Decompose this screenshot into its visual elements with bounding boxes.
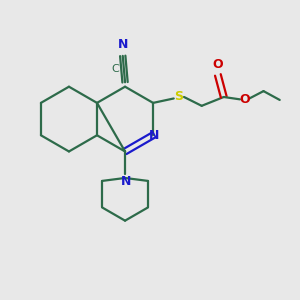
Text: C: C xyxy=(112,64,119,74)
Text: N: N xyxy=(121,175,131,188)
Text: O: O xyxy=(239,93,250,106)
Text: N: N xyxy=(148,129,159,142)
Text: S: S xyxy=(174,91,183,103)
Text: N: N xyxy=(118,38,128,52)
Text: O: O xyxy=(213,58,223,71)
